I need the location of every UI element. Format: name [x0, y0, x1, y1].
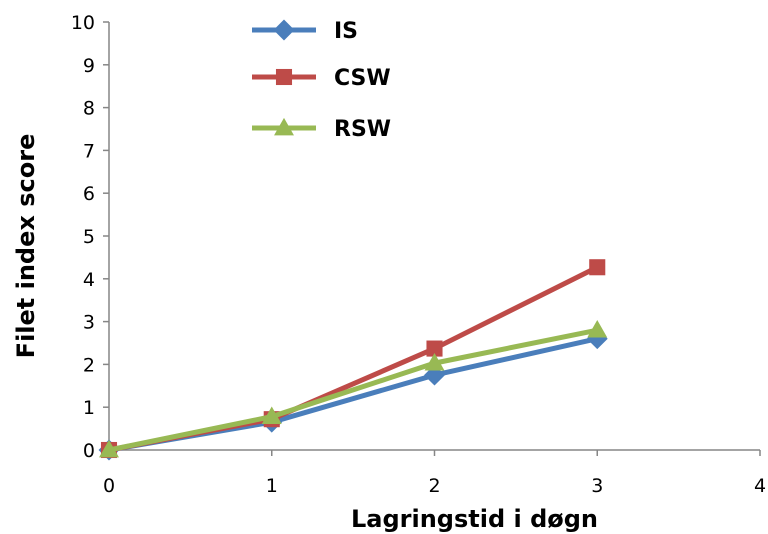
data-point-rsw [99, 439, 119, 458]
series-line-csw [108, 265, 599, 453]
series-layer [98, 259, 608, 461]
x-tick-label: 4 [754, 475, 766, 497]
series-csw [100, 259, 606, 459]
y-tick-label: 6 [83, 183, 95, 205]
x-tick-label: 2 [428, 475, 440, 497]
y-tick-label: 2 [83, 354, 95, 376]
y-tick-label: 1 [83, 397, 95, 419]
y-tick-label: 0 [83, 440, 95, 462]
y-tick-label: 9 [83, 55, 95, 77]
legend-item-rsw: RSW [252, 117, 391, 142]
axes [108, 22, 760, 451]
series-line-rsw [108, 327, 598, 453]
data-point-rsw [424, 353, 445, 371]
y-tick-label: 10 [71, 12, 95, 34]
data-point-rsw [587, 320, 608, 338]
x-tick-label: 1 [266, 475, 278, 497]
series-rsw [99, 320, 608, 458]
y-ticks: 0 1 2 3 4 5 6 7 8 9 10 [71, 12, 109, 462]
y-tick-label: 3 [83, 312, 95, 334]
legend-label-is: IS [334, 19, 358, 44]
data-point-csw [589, 259, 606, 276]
y-tick-label: 4 [83, 269, 95, 291]
legend-marker-is [273, 19, 295, 41]
y-tick-label: 5 [83, 226, 95, 248]
x-ticks: 0 1 2 3 4 [103, 450, 766, 497]
series-is [98, 328, 608, 461]
y-axis-title: Filet index score [12, 134, 40, 359]
y-tick-label: 8 [83, 98, 95, 120]
legend-marker-csw [275, 68, 293, 86]
x-tick-label: 0 [103, 475, 115, 497]
y-tick-label: 7 [83, 140, 95, 162]
x-tick-label: 3 [591, 475, 603, 497]
legend-marker-rsw [274, 117, 294, 136]
legend-item-csw: CSW [252, 66, 391, 91]
x-axis-title: Lagringstid i døgn [351, 505, 598, 533]
legend-label-rsw: RSW [334, 117, 391, 142]
legend-item-is: IS [252, 19, 358, 44]
legend: IS CSW RSW [252, 19, 391, 142]
data-point-rsw [261, 406, 282, 424]
legend-label-csw: CSW [334, 66, 391, 91]
